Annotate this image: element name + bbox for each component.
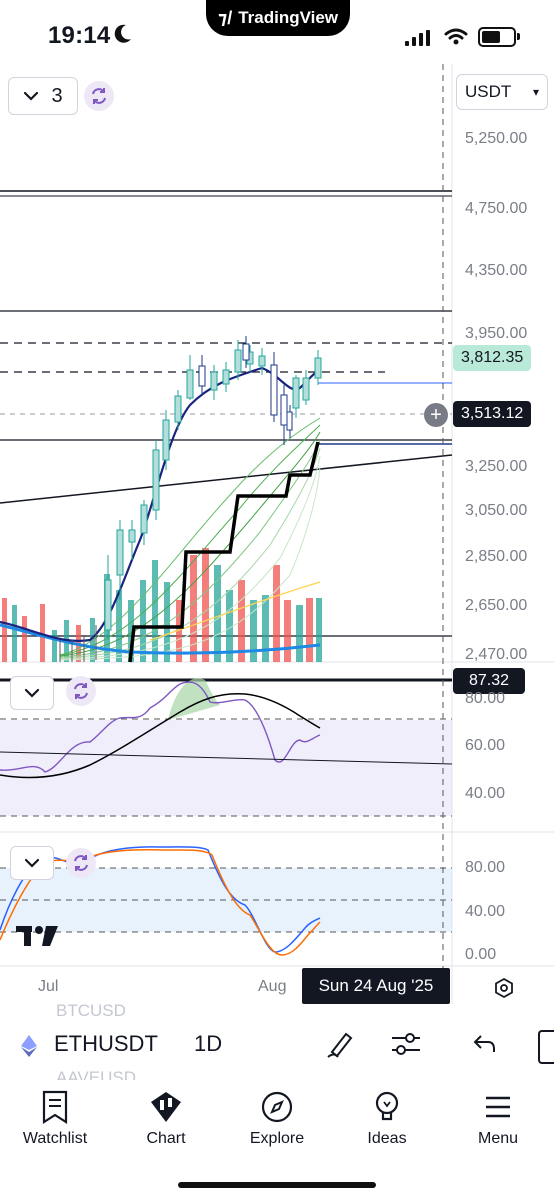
tab-label: Chart bbox=[146, 1130, 186, 1147]
symbol-selector[interactable]: ETHUSDT bbox=[54, 1031, 158, 1056]
drawing-pen-icon[interactable] bbox=[324, 1028, 356, 1065]
fullscreen-icon[interactable] bbox=[538, 1030, 554, 1064]
price-axis-label: 2,470.00 bbox=[465, 646, 528, 663]
tab-ideas[interactable]: Ideas bbox=[337, 1090, 437, 1148]
price-axis-label: 4,750.00 bbox=[465, 200, 528, 217]
stoch-pane-collapse-button[interactable] bbox=[10, 846, 54, 880]
last-price-tag: 3,812.35 bbox=[453, 345, 532, 371]
wifi-icon bbox=[444, 28, 468, 51]
ethereum-icon bbox=[20, 1034, 38, 1063]
chevron-down-icon: ▾ bbox=[532, 85, 539, 99]
crosshair-date-label: Sun 24 Aug '25 bbox=[302, 968, 450, 1004]
rsi-axis-label: 80.00 bbox=[465, 690, 506, 707]
candlesticks bbox=[59, 336, 322, 662]
refresh-icon[interactable] bbox=[66, 676, 96, 706]
stoch-axis-label: 80.00 bbox=[465, 859, 506, 876]
rsi-pane-collapse-button[interactable] bbox=[10, 676, 54, 710]
focus-moon-icon bbox=[114, 24, 132, 50]
price-axis-label: 3,050.00 bbox=[465, 502, 528, 519]
price-chart[interactable] bbox=[0, 64, 554, 1004]
time-axis-label: Aug bbox=[258, 978, 287, 995]
chevron-down-icon bbox=[24, 688, 40, 698]
chart-settings-hexagon-icon[interactable] bbox=[492, 976, 516, 1005]
tab-chart[interactable]: Chart bbox=[116, 1090, 216, 1148]
rsi-line bbox=[0, 681, 321, 773]
rsi-axis-label: 40.00 bbox=[465, 785, 506, 802]
chart-icon bbox=[151, 1092, 181, 1122]
refresh-icon[interactable] bbox=[84, 81, 114, 111]
compass-icon bbox=[261, 1091, 293, 1123]
refresh-icon[interactable] bbox=[66, 848, 96, 878]
indicators-sliders-icon[interactable] bbox=[390, 1030, 422, 1063]
indicators-toggle-button[interactable]: 3 bbox=[8, 77, 78, 115]
currency-select[interactable]: USDT ▾ bbox=[456, 74, 548, 110]
tab-explore[interactable]: Explore bbox=[227, 1090, 327, 1148]
supertrend-line bbox=[128, 441, 320, 663]
price-axis-label: 3,250.00 bbox=[465, 458, 528, 475]
tab-label: Watchlist bbox=[22, 1130, 88, 1147]
time-axis-label: Jul bbox=[38, 978, 59, 995]
dynamic-island: ⁊/ TradingView bbox=[206, 0, 350, 36]
stoch-axis-label: 0.00 bbox=[465, 946, 497, 963]
rsi-band bbox=[0, 720, 452, 816]
symbol-scroll-ghost: BTCUSD bbox=[56, 1001, 126, 1020]
rsi-ma-line bbox=[0, 692, 321, 779]
app-brand: TradingView bbox=[238, 8, 339, 27]
status-time: 19:14 bbox=[48, 22, 111, 49]
rsi-value-tag: 87.32 bbox=[453, 668, 525, 694]
price-axis-label: 4,350.00 bbox=[465, 262, 528, 279]
price-axis-label: 2,850.00 bbox=[465, 548, 528, 565]
ma-long-line bbox=[0, 623, 321, 655]
price-axis-label: 2,650.00 bbox=[465, 597, 528, 614]
interval-selector[interactable]: 1D bbox=[194, 1031, 223, 1056]
stoch-axis-label: 40.00 bbox=[465, 903, 506, 920]
tab-label: Menu bbox=[477, 1130, 519, 1147]
price-axis-label: 5,250.00 bbox=[465, 130, 528, 147]
indicator-count: 3 bbox=[51, 84, 63, 107]
tab-label: Explore bbox=[249, 1130, 305, 1147]
home-indicator bbox=[178, 1182, 376, 1188]
tradingview-logo-icon: ⁊/ bbox=[217, 7, 233, 28]
tab-menu[interactable]: Menu bbox=[448, 1090, 548, 1148]
currency-value: USDT bbox=[465, 82, 512, 101]
chevron-down-icon bbox=[24, 91, 39, 101]
rsi-axis-label: 60.00 bbox=[465, 737, 506, 754]
undo-icon[interactable] bbox=[472, 1033, 498, 1060]
battery-icon bbox=[478, 27, 520, 47]
chevron-down-icon bbox=[24, 858, 40, 868]
tab-label: Ideas bbox=[367, 1130, 407, 1147]
tradingview-watermark-icon bbox=[16, 924, 60, 953]
price-axis-label: 3,950.00 bbox=[465, 325, 528, 342]
menu-icon bbox=[486, 1096, 510, 1118]
add-alert-plus-icon[interactable]: + bbox=[424, 403, 448, 427]
watchlist-icon bbox=[42, 1090, 68, 1124]
signal-icon bbox=[405, 30, 431, 51]
bottom-tab-bar: Watchlist Chart Explore Ideas Menu bbox=[0, 1080, 554, 1199]
lightbulb-icon bbox=[375, 1091, 399, 1121]
crosshair-price-tag: 3,513.12 bbox=[453, 401, 532, 427]
tab-watchlist[interactable]: Watchlist bbox=[5, 1090, 105, 1148]
